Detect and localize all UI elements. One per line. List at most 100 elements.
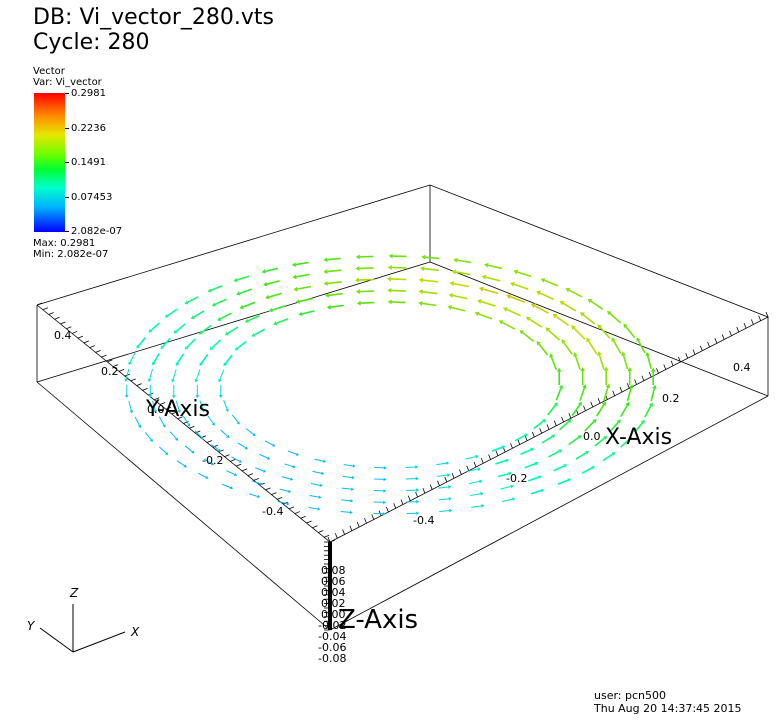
axis-tick-mark [177,416,183,420]
vector-glyph [579,387,586,401]
vector-glyph-head [416,511,420,516]
axis-tick-mark [189,425,195,429]
axis-tick-mark [415,491,418,498]
axis-tick-mark [663,364,667,370]
vector-glyph-head [552,313,558,319]
vector-glyph [152,400,156,411]
vector-glyph [201,324,212,334]
axis-tick-mark [619,386,623,393]
vector-glyph-head [259,482,263,486]
vector-glyph-head [611,337,616,343]
vector-glyph-head [563,464,568,468]
axis-tick-mark [583,405,586,411]
axis-tick-mark [692,349,696,355]
z-tick-label: 0.00 [321,608,346,621]
vector-glyph [563,342,573,355]
vector-glyph-head [448,497,452,501]
vector-glyph [129,352,136,363]
vector-glyph [555,315,570,327]
vector-glyph [343,464,353,467]
vector-glyph-head [153,409,157,414]
vector-glyph [226,470,235,475]
vector-glyph [167,308,178,317]
vector-glyph [573,327,586,340]
vector-glyph-head [261,269,266,274]
timestamp-label: Thu Aug 20 14:37:45 2015 [594,702,742,715]
axis-tick-mark [42,307,49,311]
vector-glyph-head [356,300,361,306]
vector-glyph-head [187,423,191,427]
vector-glyph [391,278,407,281]
axis-tick-mark [148,392,154,396]
vector-glyph-head [420,266,425,272]
vector-glyph [438,498,449,501]
vector-glyph-head [173,329,178,334]
triad-x-line [72,631,126,653]
axis-tick-mark [72,331,78,334]
axis-tick-mark [171,411,177,415]
vector-glyph [534,305,549,314]
vector-glyph [622,355,629,370]
vector-glyph-head [217,316,222,321]
vector-glyph [575,452,587,460]
vector-glyph-head [286,501,290,506]
color-bar-label: 0.1491 [71,157,106,168]
vector-glyph [236,340,247,350]
axis-tick-mark [539,428,543,434]
vector-glyph-head [207,288,212,293]
axis-tick-mark [183,421,189,424]
axis-tick-mark [473,461,477,468]
vector-glyph [220,429,228,437]
vector-glyph-head [519,330,525,335]
vector-glyph-head [239,304,244,310]
vector-glyph-head [508,471,512,476]
vector-glyph-head [199,362,204,367]
axis-tick-mark [634,379,637,385]
vector-glyph-head [171,395,176,399]
vector-glyph [211,444,220,451]
color-bar-tick [65,162,69,163]
vector-glyph-head [480,491,484,496]
axis-tick-mark [253,478,259,481]
vector-glyph [247,314,260,322]
vector-glyph [296,273,310,278]
vector-glyph-head [175,362,180,366]
axis-tick-mark [466,465,470,471]
axis-tick-mark [54,316,60,320]
vector-glyph [299,297,313,303]
vector-glyph [620,404,629,418]
vector-glyph-head [640,419,645,425]
axis-tick-mark [393,503,397,509]
vector-glyph-head [501,445,506,450]
axis-tick-mark [212,444,218,448]
axis-tick-mark [459,469,462,475]
axis-tick-mark [765,311,769,318]
vector-glyph [341,487,352,490]
vector-glyph [437,474,448,477]
vector-glyph-head [234,346,239,351]
vector-glyph [211,339,222,349]
triad-z-label: Z [69,586,79,600]
vector-glyph-head [387,265,392,270]
vector-glyph [231,456,240,462]
color-bar-tick [65,128,69,129]
vector-glyph [359,278,374,281]
vector-glyph [497,472,509,478]
vector-glyph [495,459,507,465]
axis-tick-mark [751,319,754,325]
vector-glyph [342,475,352,479]
vector-glyph [214,298,227,306]
vector-glyph-head [198,330,203,335]
axis-tick-mark [323,534,330,538]
vector-glyph-head [149,438,153,442]
vector-glyph [227,326,239,335]
vector-glyph-head [225,408,229,412]
axis-tick-mark [553,420,557,426]
vector-glyph [255,467,264,472]
axis-tick-mark [288,506,295,510]
axis-tick-mark [329,539,336,543]
vector-glyph-head [352,464,356,468]
vector-glyph-head [421,254,426,260]
axis-tick-mark [342,529,345,535]
